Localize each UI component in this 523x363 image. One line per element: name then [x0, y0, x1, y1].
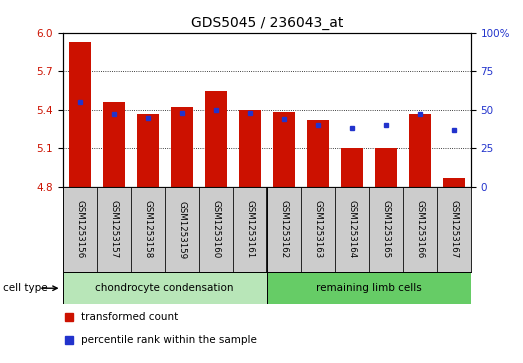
- Bar: [170, 107, 193, 187]
- Text: GSM1253156: GSM1253156: [75, 200, 84, 259]
- Bar: [199, 187, 233, 272]
- Text: GSM1253163: GSM1253163: [313, 200, 322, 259]
- Bar: [301, 187, 335, 272]
- Text: remaining limb cells: remaining limb cells: [316, 283, 422, 293]
- Bar: [165, 187, 199, 272]
- Text: GSM1253167: GSM1253167: [449, 200, 458, 259]
- Text: chondrocyte condensation: chondrocyte condensation: [96, 283, 234, 293]
- Text: GSM1253160: GSM1253160: [211, 200, 220, 259]
- Bar: [204, 90, 227, 187]
- Bar: [437, 187, 471, 272]
- Text: GSM1253162: GSM1253162: [279, 200, 288, 259]
- Bar: [238, 110, 261, 187]
- Title: GDS5045 / 236043_at: GDS5045 / 236043_at: [190, 16, 343, 30]
- Text: percentile rank within the sample: percentile rank within the sample: [81, 335, 257, 345]
- Bar: [340, 148, 363, 187]
- Bar: [272, 113, 295, 187]
- Bar: [267, 187, 301, 272]
- Bar: [306, 120, 329, 187]
- Text: GSM1253159: GSM1253159: [177, 200, 186, 259]
- Text: GSM1253166: GSM1253166: [415, 200, 424, 259]
- Text: cell type: cell type: [3, 283, 47, 293]
- Bar: [131, 187, 165, 272]
- Text: GSM1253158: GSM1253158: [143, 200, 152, 259]
- Text: GSM1253161: GSM1253161: [245, 200, 254, 259]
- Text: GSM1253165: GSM1253165: [381, 200, 390, 259]
- Bar: [233, 187, 267, 272]
- Bar: [442, 178, 465, 187]
- Text: transformed count: transformed count: [81, 312, 178, 322]
- Bar: [97, 187, 131, 272]
- Bar: [403, 187, 437, 272]
- Bar: [369, 187, 403, 272]
- Bar: [267, 272, 471, 304]
- Bar: [374, 148, 397, 187]
- Bar: [63, 272, 267, 304]
- Bar: [63, 187, 97, 272]
- Bar: [137, 114, 159, 187]
- Bar: [408, 114, 431, 187]
- Bar: [103, 102, 125, 187]
- Text: GSM1253164: GSM1253164: [347, 200, 356, 259]
- Bar: [335, 187, 369, 272]
- Text: GSM1253157: GSM1253157: [109, 200, 118, 259]
- Bar: [69, 42, 91, 187]
